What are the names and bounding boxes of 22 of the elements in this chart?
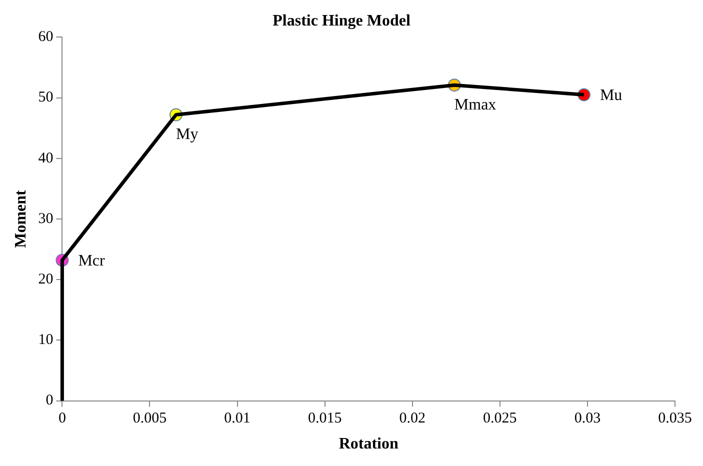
x-tick-label: 0.035 — [658, 410, 692, 427]
x-axis-title: Rotation — [338, 436, 398, 453]
x-tick-label: 0 — [58, 410, 66, 427]
y-tick-label: 20 — [38, 272, 54, 288]
annotation: Mmax — [454, 96, 496, 114]
y-tick-label: 50 — [38, 90, 54, 106]
annotation: Mcr — [78, 252, 106, 270]
x-tick-label: 0.01 — [224, 410, 250, 427]
annotation: Mu — [600, 86, 622, 104]
chart-title: Plastic Hinge Model — [272, 12, 411, 30]
x-tick-label: 0.015 — [308, 410, 342, 427]
y-axis-title: Moment — [12, 189, 30, 248]
x-tick-label: 0.025 — [483, 410, 517, 427]
y-tick-label: 60 — [38, 29, 54, 46]
y-tick-label: 40 — [38, 150, 54, 166]
x-tick-label: 0.02 — [399, 410, 426, 427]
y-tick-label: 0 — [46, 392, 54, 409]
y-tick-label: 10 — [38, 332, 54, 348]
y-tick-label: 30 — [38, 210, 54, 227]
x-tick-label: 0.03 — [574, 410, 601, 427]
x-tick-label: 0.005 — [132, 410, 167, 427]
annotation: My — [176, 126, 198, 143]
